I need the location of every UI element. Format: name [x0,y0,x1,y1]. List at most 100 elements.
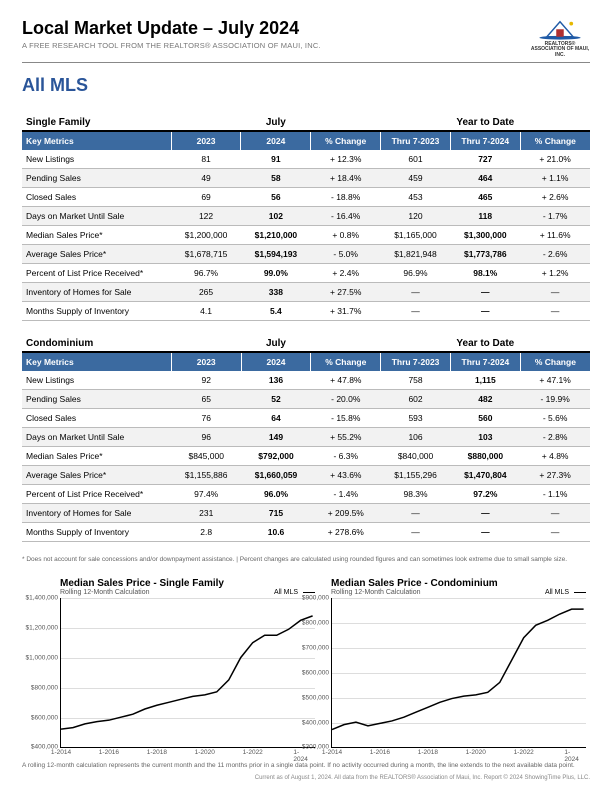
cell: 464 [450,169,520,188]
cell: 76 [171,409,241,428]
x-tick-label: 1-2014 [322,747,342,756]
period-a: July [171,335,380,352]
cell: + 0.8% [311,226,381,245]
x-tick-label: 1-2024 [564,747,578,763]
cell: - 2.6% [520,245,590,264]
cell: Months Supply of Inventory [22,302,171,321]
table-row: Inventory of Homes for Sale265338+ 27.5%… [22,283,590,302]
cell: + 18.4% [311,169,381,188]
cell: + 47.8% [311,371,381,390]
y-tick-label: $600,000 [302,669,332,676]
cell: + 47.1% [520,371,590,390]
cell: 102 [241,207,311,226]
cell: - 5.0% [311,245,381,264]
cell: 96.0% [241,485,311,504]
cell: 91 [241,150,311,169]
y-tick-label: $900,000 [302,595,332,602]
cell: $1,660,059 [241,466,311,485]
cell: $1,200,000 [171,226,241,245]
x-tick-label: 1-2020 [195,747,215,756]
col-header: 2023 [171,131,241,150]
cell: - 1.1% [520,485,590,504]
table-row: Closed Sales7664- 15.8%593560- 5.6% [22,409,590,428]
cell: 118 [450,207,520,226]
cell: 338 [241,283,311,302]
table-row: Percent of List Price Received*96.7%99.0… [22,264,590,283]
period-b: Year to Date [381,335,590,352]
cell: 64 [241,409,311,428]
col-header: 2024 [241,352,311,371]
page-subtitle: A FREE RESEARCH TOOL FROM THE REALTORS® … [22,41,321,50]
period-a: July [171,114,380,131]
cell: + 43.6% [311,466,381,485]
cell: Pending Sales [22,169,171,188]
x-tick-label: 1-2016 [99,747,119,756]
cell: $1,470,804 [450,466,520,485]
cell: + 1.1% [520,169,590,188]
table-name: Single Family [22,114,171,131]
cell: 231 [171,504,241,523]
cell: New Listings [22,150,171,169]
cell: Average Sales Price* [22,466,171,485]
col-header: Thru 7-2024 [450,131,520,150]
org-logo: REALTORS® ASSOCIATION OF MAUI, INC. [530,18,590,58]
cell: 560 [450,409,520,428]
cell: + 4.8% [520,447,590,466]
col-header: % Change [311,352,381,371]
col-header: % Change [520,131,590,150]
cell: $845,000 [171,447,241,466]
cell: 593 [381,409,451,428]
cell: 56 [241,188,311,207]
cell: 52 [241,390,311,409]
cell: $1,773,786 [450,245,520,264]
cell: - 2.8% [520,428,590,447]
cell: $840,000 [381,447,451,466]
col-header: Thru 7-2023 [381,352,451,371]
cell: Average Sales Price* [22,245,171,264]
x-tick-label: 1-2018 [147,747,167,756]
y-tick-label: $500,000 [302,694,332,701]
col-header: 2023 [171,352,241,371]
col-header: 2024 [241,131,311,150]
cell: — [450,302,520,321]
cell: — [520,504,590,523]
cell: $792,000 [241,447,311,466]
cell: + 55.2% [311,428,381,447]
cell: 106 [381,428,451,447]
chart-footnote: A rolling 12-month calculation represent… [22,762,590,769]
cell: 10.6 [241,523,311,542]
table-row: New Listings92136+ 47.8%7581,115+ 47.1% [22,371,590,390]
cell: + 2.4% [311,264,381,283]
page-title: Local Market Update – July 2024 [22,18,321,39]
cell: 715 [241,504,311,523]
cell: + 27.5% [311,283,381,302]
cell: $1,594,193 [241,245,311,264]
cell: — [381,523,451,542]
cell: New Listings [22,371,171,390]
cell: - 6.3% [311,447,381,466]
table-row: Pending Sales4958+ 18.4%459464+ 1.1% [22,169,590,188]
y-tick-label: $800,000 [302,620,332,627]
cell: — [450,504,520,523]
cell: - 20.0% [311,390,381,409]
col-header: Thru 7-2023 [381,131,451,150]
cell: + 11.6% [520,226,590,245]
cell: — [520,523,590,542]
col-header: Key Metrics [22,352,171,371]
cell: 98.1% [450,264,520,283]
cell: $1,210,000 [241,226,311,245]
cell: Inventory of Homes for Sale [22,504,171,523]
cell: + 1.2% [520,264,590,283]
chart-plot: $300,000$400,000$500,000$600,000$700,000… [331,598,586,748]
cell: $1,155,296 [381,466,451,485]
y-tick-label: $400,000 [302,719,332,726]
cell: 96.7% [171,264,241,283]
cell: 81 [171,150,241,169]
cell: — [520,302,590,321]
cell: $880,000 [450,447,520,466]
x-tick-label: 1-2016 [370,747,390,756]
cell: Days on Market Until Sale [22,207,171,226]
y-tick-label: $600,000 [31,714,61,721]
y-tick-label: $800,000 [31,684,61,691]
cell: — [450,283,520,302]
